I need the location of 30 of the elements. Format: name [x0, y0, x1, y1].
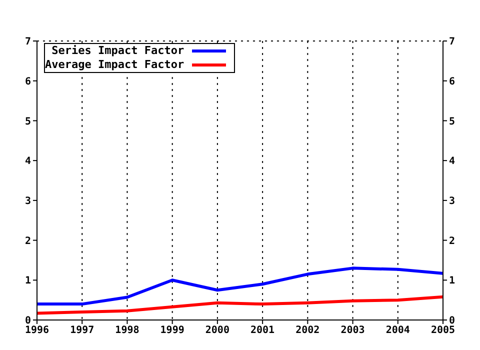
line-series	[37, 266, 443, 306]
y2-tick-label: 5	[449, 116, 456, 128]
y-tick-label: 5	[24, 116, 31, 128]
line-series	[37, 295, 443, 315]
y2-tick-label: 3	[449, 196, 456, 207]
x-tick-label: 1997	[70, 325, 94, 336]
y-tick-label: 4	[24, 156, 31, 168]
x-tick-label: 1996	[24, 325, 50, 336]
x-tick-label: 2005	[430, 325, 456, 336]
x-tick-label: 2004	[386, 325, 410, 336]
y2-tick-label: 0	[449, 316, 456, 327]
y2-tick-label: 1	[449, 276, 456, 287]
x-tick-label: 2002	[296, 325, 320, 336]
x-tick-label: 2003	[340, 325, 365, 336]
y2-tick-label: 4	[449, 156, 456, 168]
y2-tick-label: 2	[449, 236, 456, 247]
x-tick-label: 1998	[115, 325, 140, 336]
x-tick-label: 1999	[160, 325, 184, 336]
y-tick-label: 2	[24, 236, 31, 247]
y2-tick-label: 7	[449, 36, 456, 48]
legend-label: Average Impact Factor	[45, 58, 184, 72]
y-tick-label: 0	[24, 316, 31, 327]
y-tick-label: 1	[24, 276, 31, 287]
x-tick-label: 2001	[250, 325, 275, 336]
legend-label: Series Impact Factor	[52, 44, 184, 58]
y-tick-label: 3	[24, 196, 31, 207]
y2-tick-label: 6	[449, 76, 456, 88]
x-tick-label: 2000	[205, 325, 230, 336]
y-tick-label: 6	[24, 76, 31, 88]
y-tick-label: 7	[24, 36, 31, 48]
